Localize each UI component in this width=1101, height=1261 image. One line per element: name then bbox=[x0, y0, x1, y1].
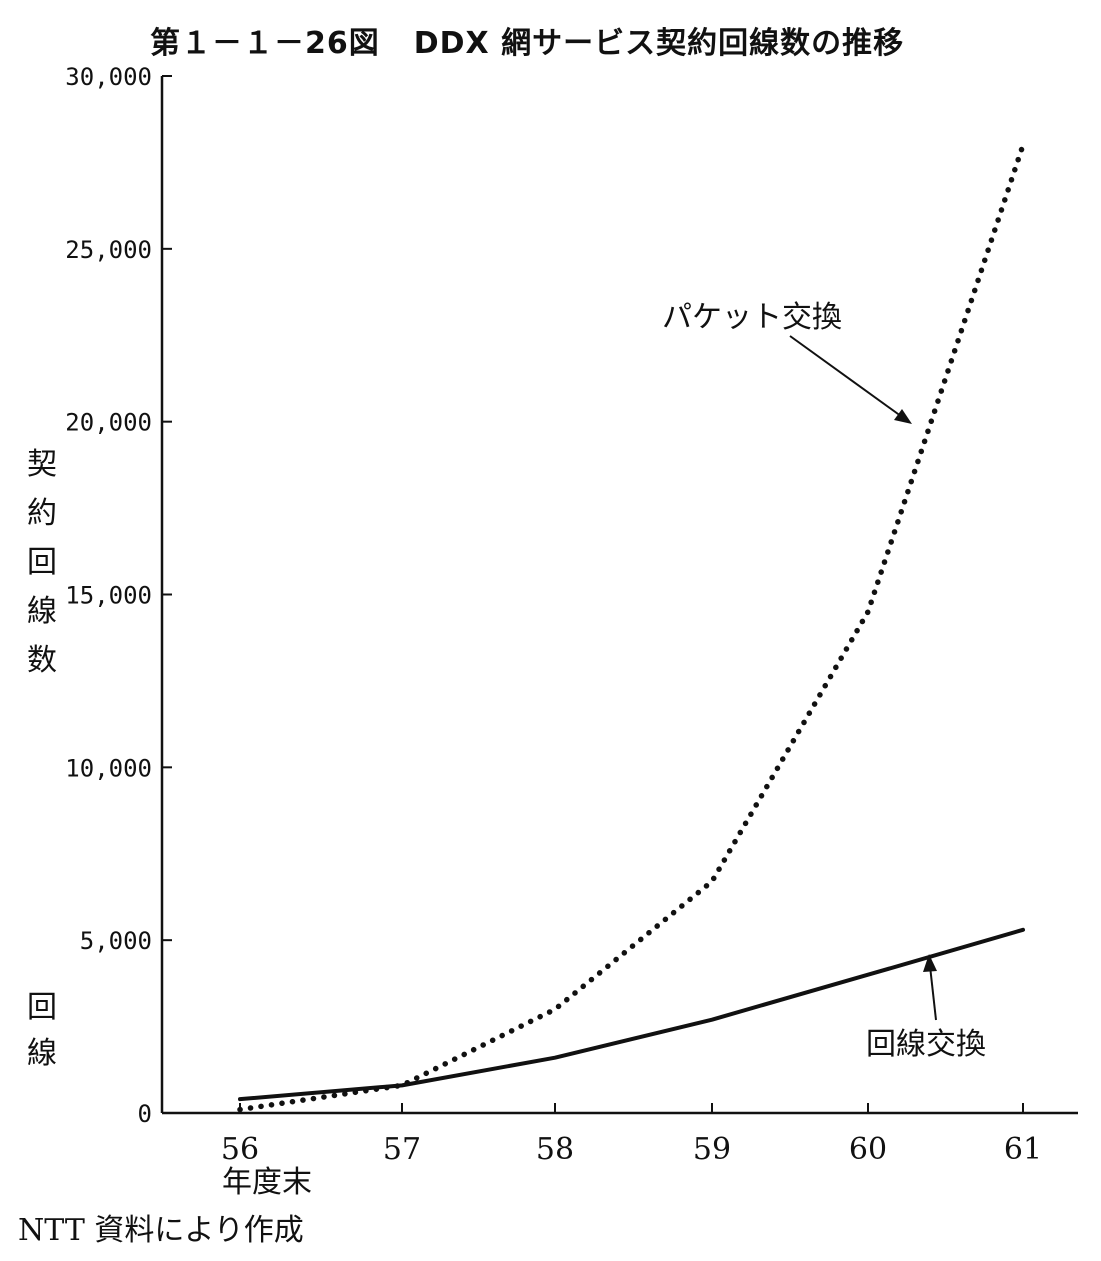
annotations: パケット交換 回線交換 bbox=[662, 300, 986, 1062]
x-tick-label: 57 bbox=[383, 1132, 421, 1167]
y-tick-label: 10,000 bbox=[65, 754, 152, 782]
series-line-circuit bbox=[238, 927, 1025, 1102]
x-tick-label: 61 bbox=[1004, 1132, 1042, 1167]
arrowhead-circuit bbox=[923, 954, 937, 972]
y-axis-label: 契 約 回 線 数 bbox=[27, 447, 57, 678]
x-tick-label: 58 bbox=[536, 1132, 574, 1167]
figure-number: 第１－１－26図 bbox=[150, 26, 380, 61]
y-tick-label: 0 bbox=[138, 1100, 152, 1128]
axes: 0 5,000 10,000 15,000 20,000 25,000 30,000 56 57… bbox=[65, 63, 1078, 1167]
x-tick-label: 56 bbox=[221, 1132, 259, 1167]
x-axis-unit: 年度末 bbox=[222, 1165, 312, 1200]
y-tick-label: 30,000 bbox=[65, 63, 152, 91]
source-note: NTT 資料により作成 bbox=[18, 1213, 304, 1248]
arrow-packet bbox=[789, 335, 906, 420]
x-tick-label: 60 bbox=[849, 1132, 887, 1167]
chart-title: DDX 網サービス契約回線数の推移 bbox=[413, 26, 905, 61]
y-axis-unit: 回 線 bbox=[27, 990, 57, 1071]
y-tick-label: 15,000 bbox=[65, 582, 152, 610]
series-label-circuit: 回線交換 bbox=[866, 1027, 986, 1062]
x-tick-label: 59 bbox=[693, 1132, 731, 1167]
y-tick-label: 5,000 bbox=[80, 927, 152, 955]
arrow-circuit bbox=[929, 965, 937, 1021]
chart-title-block: 第１－１－26図 DDX 網サービス契約回線数の推移 bbox=[150, 18, 904, 62]
arrowhead-packet bbox=[894, 409, 912, 424]
y-tick-label: 25,000 bbox=[65, 236, 152, 264]
y-tick-label: 20,000 bbox=[65, 409, 152, 437]
series-label-packet: パケット交換 bbox=[662, 300, 842, 335]
series-layer bbox=[237, 142, 1026, 1113]
